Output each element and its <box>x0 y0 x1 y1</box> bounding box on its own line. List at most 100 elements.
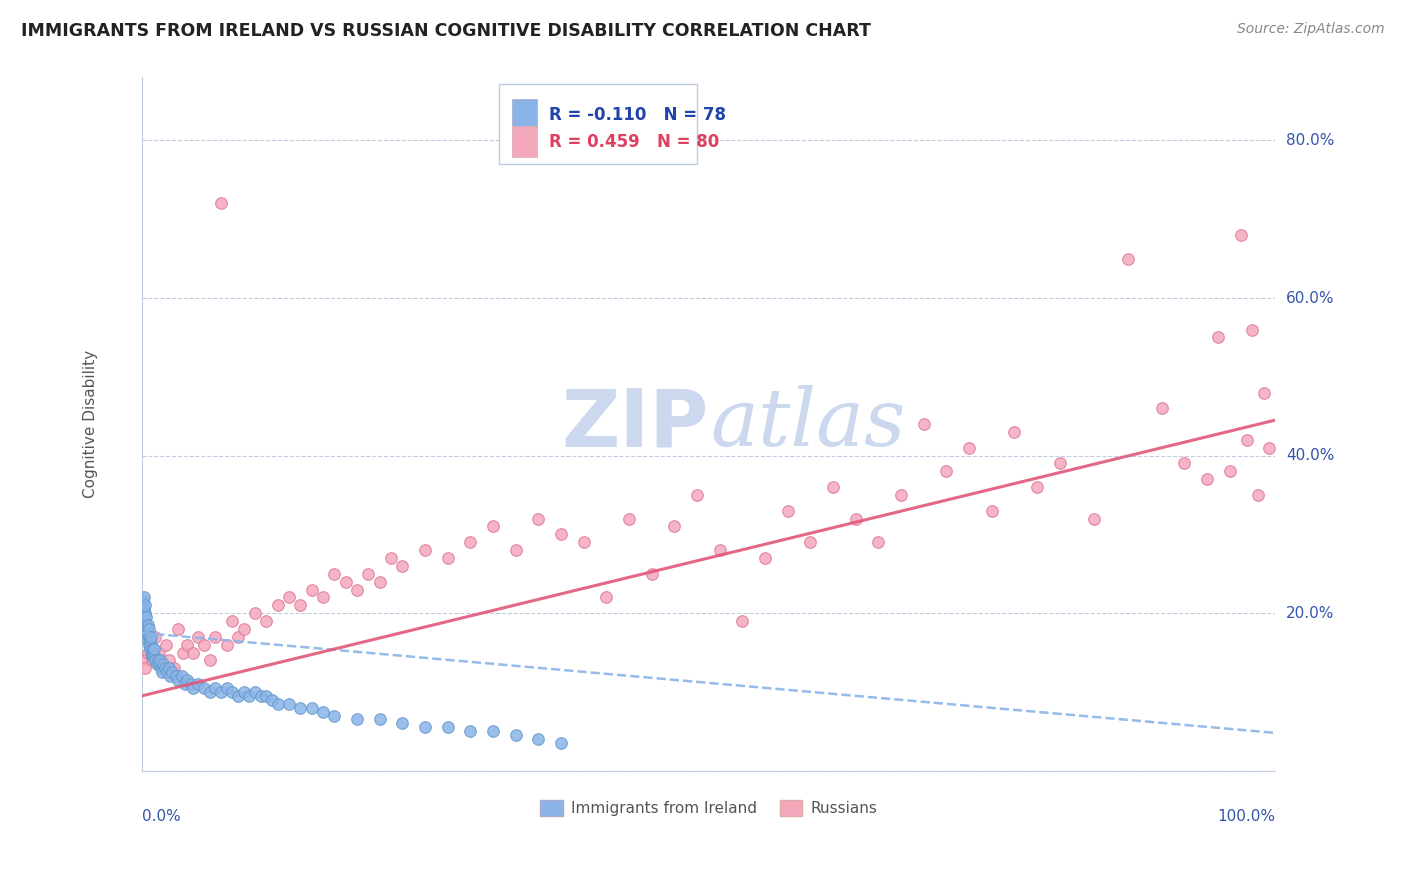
Point <box>595 591 617 605</box>
Point <box>1083 511 1105 525</box>
Point <box>1197 472 1219 486</box>
Point <box>413 543 436 558</box>
Point <box>256 614 278 628</box>
Point <box>193 638 215 652</box>
Point <box>335 574 357 589</box>
Text: 40.0%: 40.0% <box>1286 448 1334 463</box>
Point <box>1026 480 1049 494</box>
Point <box>209 196 232 211</box>
Point <box>664 519 686 533</box>
Text: 80.0%: 80.0% <box>1286 133 1334 148</box>
Point <box>641 566 664 581</box>
Point <box>172 646 194 660</box>
Point <box>221 685 243 699</box>
Point <box>132 602 155 616</box>
Point <box>368 574 391 589</box>
Text: R = -0.110   N = 78: R = -0.110 N = 78 <box>548 105 725 124</box>
Point <box>136 646 159 660</box>
Point <box>346 713 368 727</box>
Point <box>204 681 226 695</box>
Text: #ccd8ee: #ccd8ee <box>706 424 711 425</box>
Point <box>957 441 980 455</box>
Point <box>153 661 176 675</box>
Point <box>437 551 460 566</box>
Point <box>149 653 172 667</box>
Bar <box>499 85 697 164</box>
Point <box>256 689 278 703</box>
Point <box>141 641 163 656</box>
Point <box>215 638 238 652</box>
Point <box>152 657 174 672</box>
Point <box>145 653 167 667</box>
Point <box>312 705 335 719</box>
Point <box>157 653 180 667</box>
Bar <box>512 99 537 130</box>
Point <box>232 685 254 699</box>
Point <box>527 732 550 747</box>
Point <box>731 614 754 628</box>
Text: Cognitive Disability: Cognitive Disability <box>83 350 98 498</box>
Point <box>935 464 957 478</box>
Point <box>391 558 413 573</box>
Point <box>134 599 156 613</box>
Point <box>290 700 312 714</box>
Point <box>134 614 156 628</box>
Point <box>312 591 335 605</box>
Text: IMMIGRANTS FROM IRELAND VS RUSSIAN COGNITIVE DISABILITY CORRELATION CHART: IMMIGRANTS FROM IRELAND VS RUSSIAN COGNI… <box>21 22 870 40</box>
Text: 0.0%: 0.0% <box>142 809 180 824</box>
Point <box>174 677 197 691</box>
Point <box>139 646 162 660</box>
Point <box>1219 464 1241 478</box>
Point <box>132 653 155 667</box>
Point <box>134 661 156 675</box>
Point <box>162 661 184 675</box>
Point <box>135 625 157 640</box>
Point <box>136 618 159 632</box>
Point <box>391 716 413 731</box>
Point <box>198 653 221 667</box>
Point <box>157 661 180 675</box>
Point <box>142 641 165 656</box>
Point <box>357 566 380 581</box>
Point <box>143 649 166 664</box>
Point <box>323 708 346 723</box>
Point <box>198 685 221 699</box>
Point <box>1241 322 1264 336</box>
Text: ZIP: ZIP <box>561 385 709 463</box>
Point <box>135 618 157 632</box>
Point <box>823 480 845 494</box>
Point <box>267 599 290 613</box>
Point <box>150 665 173 680</box>
Point <box>141 653 163 667</box>
Point <box>380 551 402 566</box>
Point <box>181 681 204 695</box>
Point <box>165 669 187 683</box>
Point <box>1049 457 1071 471</box>
Point <box>505 728 527 742</box>
Point <box>221 614 243 628</box>
Text: 60.0%: 60.0% <box>1286 291 1334 306</box>
Point <box>550 736 572 750</box>
Point <box>139 633 162 648</box>
Point <box>136 625 159 640</box>
Point <box>150 661 173 675</box>
Point <box>150 661 173 675</box>
Point <box>159 669 181 683</box>
Point <box>180 677 202 691</box>
Point <box>243 606 266 620</box>
Point <box>193 681 215 695</box>
Point <box>243 685 266 699</box>
Point <box>215 681 238 695</box>
Point <box>209 685 232 699</box>
Point <box>232 622 254 636</box>
Point <box>1247 488 1270 502</box>
Point <box>1116 252 1139 266</box>
Bar <box>512 126 537 157</box>
Point <box>138 630 160 644</box>
Point <box>145 657 167 672</box>
Point <box>1230 227 1253 242</box>
Point <box>346 582 368 597</box>
Point <box>482 519 505 533</box>
Point <box>460 535 482 549</box>
Point <box>278 591 301 605</box>
